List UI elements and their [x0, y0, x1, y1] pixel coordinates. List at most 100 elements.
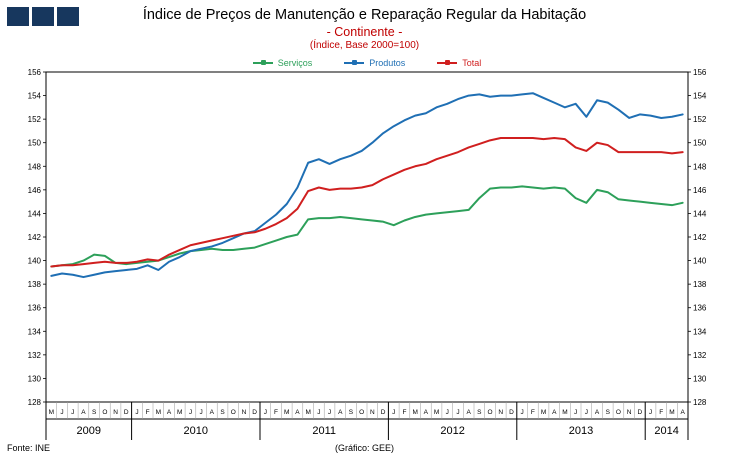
svg-text:J: J — [189, 409, 192, 416]
series-line-produtos — [50, 92, 684, 279]
legend-item-total: Total — [437, 58, 481, 68]
svg-text:J: J — [328, 409, 331, 416]
svg-text:M: M — [412, 409, 417, 416]
chart-title: Índice de Preços de Manutenção e Reparaç… — [142, 7, 587, 23]
svg-text:130: 130 — [28, 374, 42, 383]
svg-text:J: J — [317, 409, 320, 416]
svg-text:142: 142 — [28, 233, 42, 242]
svg-text:F: F — [402, 409, 406, 416]
svg-text:J: J — [60, 409, 63, 416]
svg-text:2009: 2009 — [77, 425, 101, 437]
chart-subtitle: - Continente - — [326, 25, 403, 39]
series-line-total — [50, 137, 684, 268]
svg-text:M: M — [49, 409, 54, 416]
svg-text:O: O — [359, 409, 364, 416]
svg-text:D: D — [252, 409, 257, 416]
svg-text:150: 150 — [693, 139, 707, 148]
svg-text:O: O — [231, 409, 236, 416]
chart-base-note: (Índice, Base 2000=100) — [309, 40, 420, 51]
svg-text:148: 148 — [28, 162, 42, 171]
legend-item-servicos: Serviços — [252, 58, 313, 68]
svg-text:134: 134 — [28, 327, 42, 336]
svg-text:150: 150 — [28, 139, 42, 148]
legend-dot-icon — [352, 60, 358, 65]
svg-text:154: 154 — [693, 92, 707, 101]
axes — [45, 71, 689, 403]
svg-text:138: 138 — [28, 280, 42, 289]
svg-text:D: D — [509, 409, 514, 416]
legend-dot-icon — [445, 60, 451, 65]
svg-text:S: S — [220, 409, 225, 416]
svg-text:2013: 2013 — [569, 425, 593, 437]
svg-text:A: A — [167, 409, 172, 416]
svg-text:132: 132 — [28, 351, 42, 360]
svg-text:J: J — [200, 409, 203, 416]
legend-label: Serviços — [277, 58, 313, 68]
svg-text:152: 152 — [28, 115, 42, 124]
svg-text:J: J — [135, 409, 138, 416]
svg-text:S: S — [92, 409, 97, 416]
svg-text:M: M — [434, 409, 439, 416]
svg-text:136: 136 — [28, 304, 42, 313]
svg-text:M: M — [156, 409, 161, 416]
svg-text:130: 130 — [693, 374, 707, 383]
svg-text:D: D — [637, 409, 642, 416]
svg-text:140: 140 — [693, 257, 707, 266]
svg-text:O: O — [616, 409, 621, 416]
svg-text:A: A — [424, 409, 429, 416]
legend-item-produtos: Produtos — [344, 58, 405, 68]
svg-text:2010: 2010 — [184, 425, 208, 437]
svg-text:A: A — [295, 409, 300, 416]
svg-text:M: M — [541, 409, 546, 416]
line-marker-icon — [252, 60, 273, 66]
line-marker-icon — [437, 60, 458, 66]
svg-text:156: 156 — [693, 68, 707, 77]
svg-text:128: 128 — [693, 398, 707, 407]
svg-text:A: A — [338, 409, 343, 416]
legend-label: Produtos — [369, 58, 406, 68]
svg-text:140: 140 — [28, 257, 42, 266]
svg-text:154: 154 — [28, 92, 42, 101]
legend-label: Total — [462, 58, 482, 68]
svg-text:M: M — [669, 409, 674, 416]
svg-text:A: A — [595, 409, 600, 416]
svg-text:2012: 2012 — [440, 425, 464, 437]
svg-text:S: S — [349, 409, 354, 416]
svg-text:N: N — [113, 409, 118, 416]
svg-text:J: J — [264, 409, 267, 416]
svg-text:2011: 2011 — [312, 425, 336, 437]
svg-text:M: M — [305, 409, 310, 416]
svg-text:D: D — [381, 409, 386, 416]
svg-text:138: 138 — [693, 280, 707, 289]
svg-text:146: 146 — [28, 186, 42, 195]
svg-text:N: N — [242, 409, 247, 416]
svg-text:N: N — [627, 409, 632, 416]
svg-text:D: D — [124, 409, 129, 416]
svg-text:M: M — [177, 409, 182, 416]
svg-text:J: J — [649, 409, 652, 416]
svg-text:M: M — [284, 409, 289, 416]
svg-text:146: 146 — [693, 186, 707, 195]
svg-text:J: J — [392, 409, 395, 416]
svg-text:J: J — [521, 409, 524, 416]
logo-square-icon — [7, 7, 29, 26]
svg-text:F: F — [274, 409, 278, 416]
svg-text:M: M — [562, 409, 567, 416]
y-axis-labels: 128 128 130 130 132 132 134 134 136 136 138 138 140 1… — [28, 68, 707, 407]
svg-text:J: J — [71, 409, 74, 416]
series-line-serviços — [50, 185, 684, 268]
svg-text:144: 144 — [693, 209, 707, 218]
svg-text:N: N — [370, 409, 375, 416]
logo-square-icon — [32, 7, 54, 26]
legend-dot-icon — [260, 60, 266, 65]
svg-text:F: F — [531, 409, 535, 416]
svg-text:J: J — [456, 409, 459, 416]
svg-text:A: A — [210, 409, 215, 416]
svg-text:J: J — [446, 409, 449, 416]
logo-squares — [7, 7, 79, 26]
svg-text:A: A — [466, 409, 471, 416]
svg-text:136: 136 — [693, 304, 707, 313]
svg-text:S: S — [477, 409, 482, 416]
